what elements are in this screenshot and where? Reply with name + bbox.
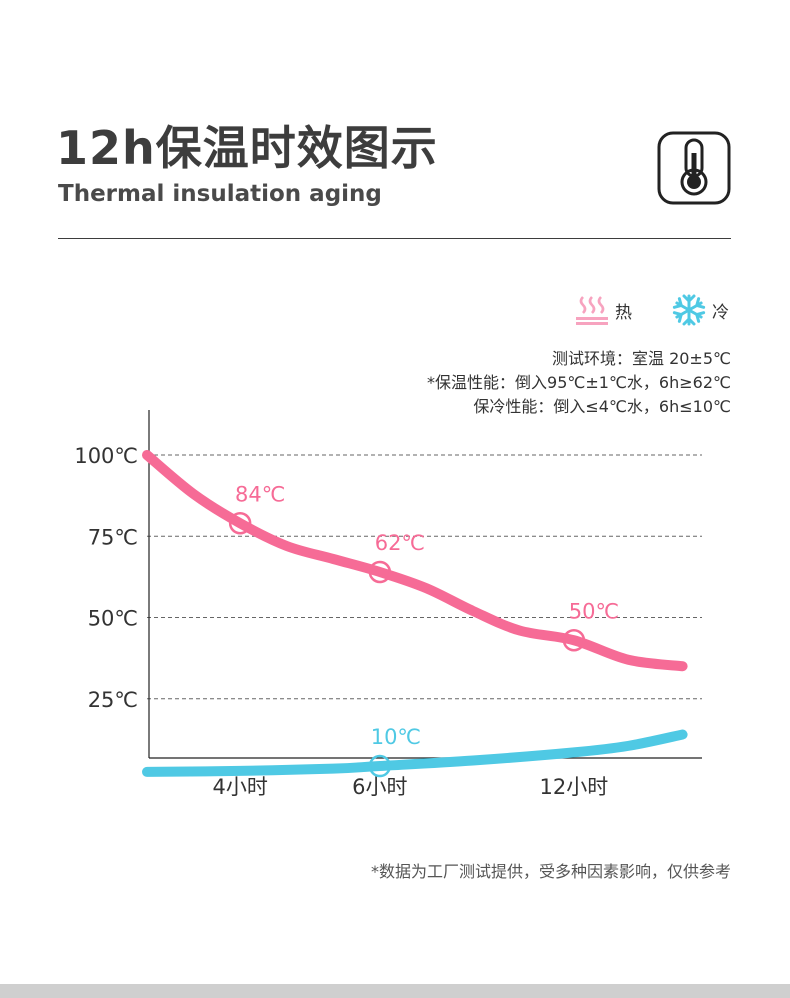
cold-series-line — [142, 729, 688, 777]
insulation-chart: 100℃ 75℃ 50℃ 25℃ 4小时 6小时 12小时 84℃ 62℃ 50℃ 10℃ — [74, 410, 702, 799]
hot-data-label: 84℃ — [235, 482, 285, 506]
hot-marker — [228, 512, 252, 535]
legend-cold: 冷 — [672, 292, 729, 328]
x-tick-label: 12小时 — [540, 775, 609, 799]
page-title: 12h保温时效图示 — [56, 121, 438, 175]
legend-hot: 热 — [575, 292, 632, 328]
hot-data-label: 50℃ — [569, 599, 619, 623]
test-notes: 测试环境：室温 20±5℃ *保温性能：倒入95℃±1℃水，6h≥62℃ 保冷性… — [427, 347, 731, 419]
footnote: *数据为工厂测试提供，受多种因素影响，仅供参考 — [370, 862, 731, 881]
bottom-bar — [0, 984, 790, 998]
y-tick-label: 50℃ — [88, 607, 138, 631]
cold-data-label: 10℃ — [371, 725, 421, 749]
header-divider — [58, 238, 731, 239]
y-tick-label: 75℃ — [88, 525, 138, 549]
y-tick-label: 100℃ — [74, 444, 138, 468]
thermometer-icon — [657, 131, 731, 205]
snowflake-icon — [672, 294, 706, 326]
legend-hot-label: 热 — [615, 302, 632, 323]
legend-cold-label: 冷 — [712, 302, 729, 323]
heat-waves-icon — [576, 296, 608, 325]
hot-data-label: 62℃ — [375, 531, 425, 555]
hot-marker — [368, 560, 392, 584]
note-environment: 测试环境：室温 20±5℃ — [551, 349, 731, 368]
y-tick-label: 25℃ — [88, 688, 138, 712]
hot-marker — [562, 629, 586, 652]
note-cold-performance: 保冷性能：倒入≤4℃水，6h≤10℃ — [473, 397, 731, 416]
cold-marker — [368, 754, 392, 778]
x-tick-label: 6小时 — [352, 775, 407, 799]
hot-series-line — [142, 450, 688, 672]
note-heat-performance: *保温性能：倒入95℃±1℃水，6h≥62℃ — [427, 373, 731, 392]
page-subtitle: Thermal insulation aging — [58, 181, 382, 207]
x-tick-label: 4小时 — [212, 775, 267, 799]
